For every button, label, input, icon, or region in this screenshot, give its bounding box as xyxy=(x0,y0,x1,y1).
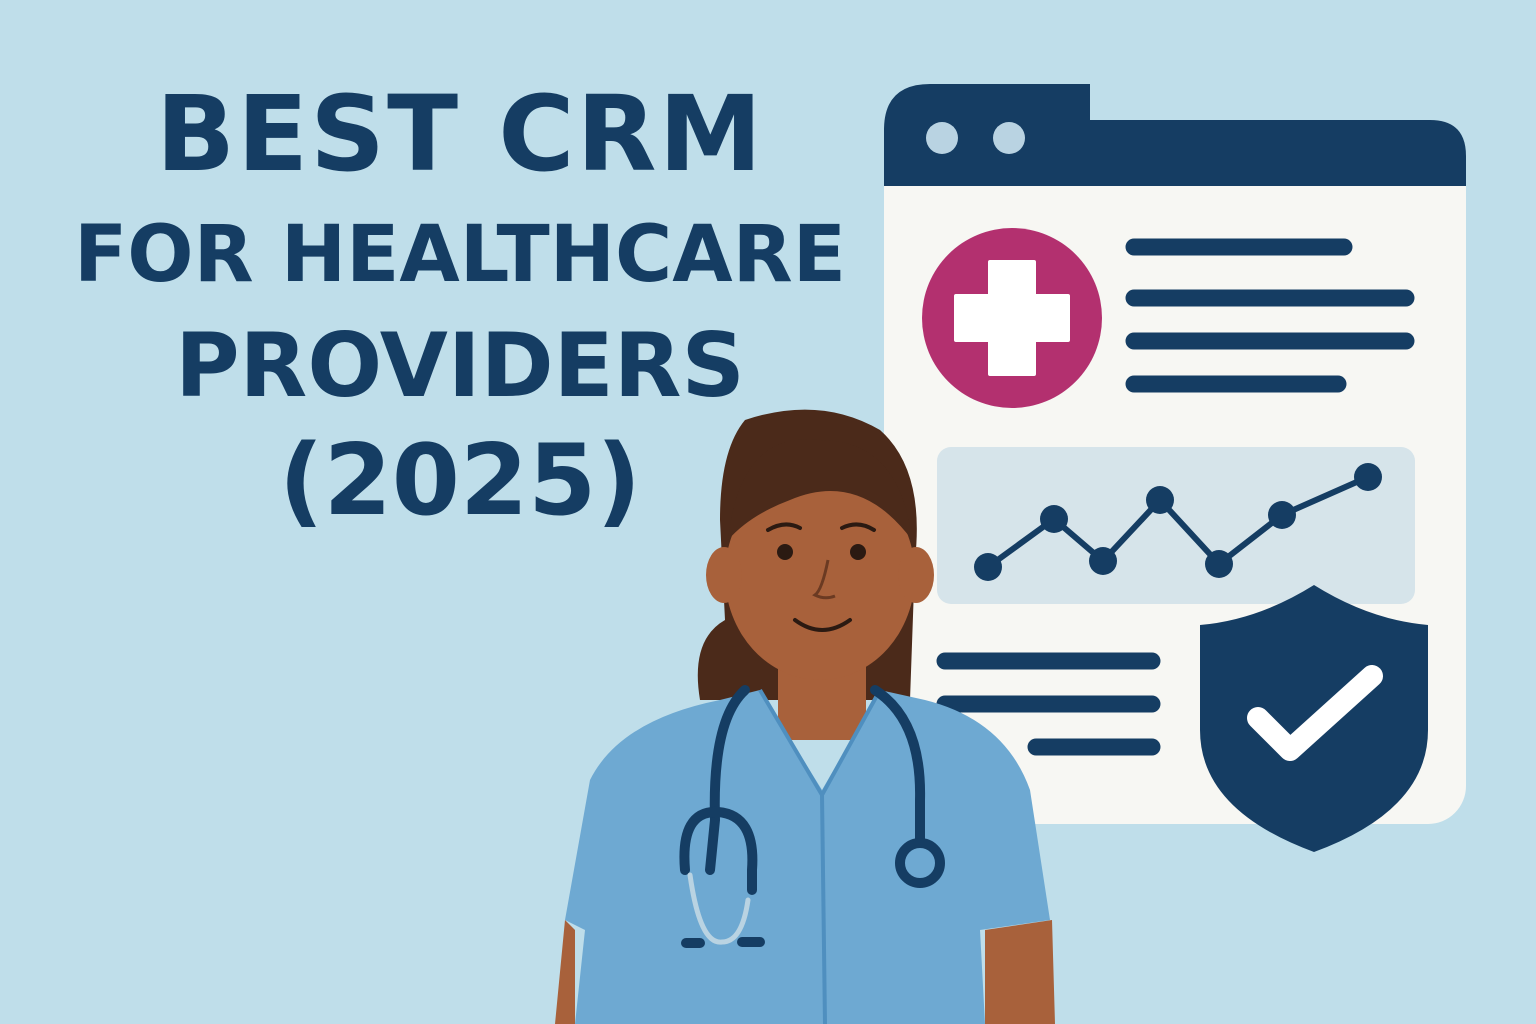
nurse-figure xyxy=(555,409,1055,1024)
stethoscope-icon xyxy=(679,685,945,948)
window-dot-icon xyxy=(993,122,1025,154)
line-chart-icon xyxy=(937,447,1415,604)
crm-window xyxy=(884,84,1466,852)
medical-cross-icon xyxy=(922,228,1102,408)
headline-line-1: BEST CRM xyxy=(155,73,765,195)
headline-line-2: FOR HEALTHCARE xyxy=(74,210,846,300)
headline-line-4: (2025) xyxy=(278,424,642,538)
headline-line-3: PROVIDERS xyxy=(175,314,745,417)
shield-check-icon xyxy=(1200,585,1428,852)
headline: BEST CRM FOR HEALTHCARE PROVIDERS (2025) xyxy=(40,82,880,530)
text-lines xyxy=(936,238,1415,756)
window-dot-icon xyxy=(926,122,958,154)
